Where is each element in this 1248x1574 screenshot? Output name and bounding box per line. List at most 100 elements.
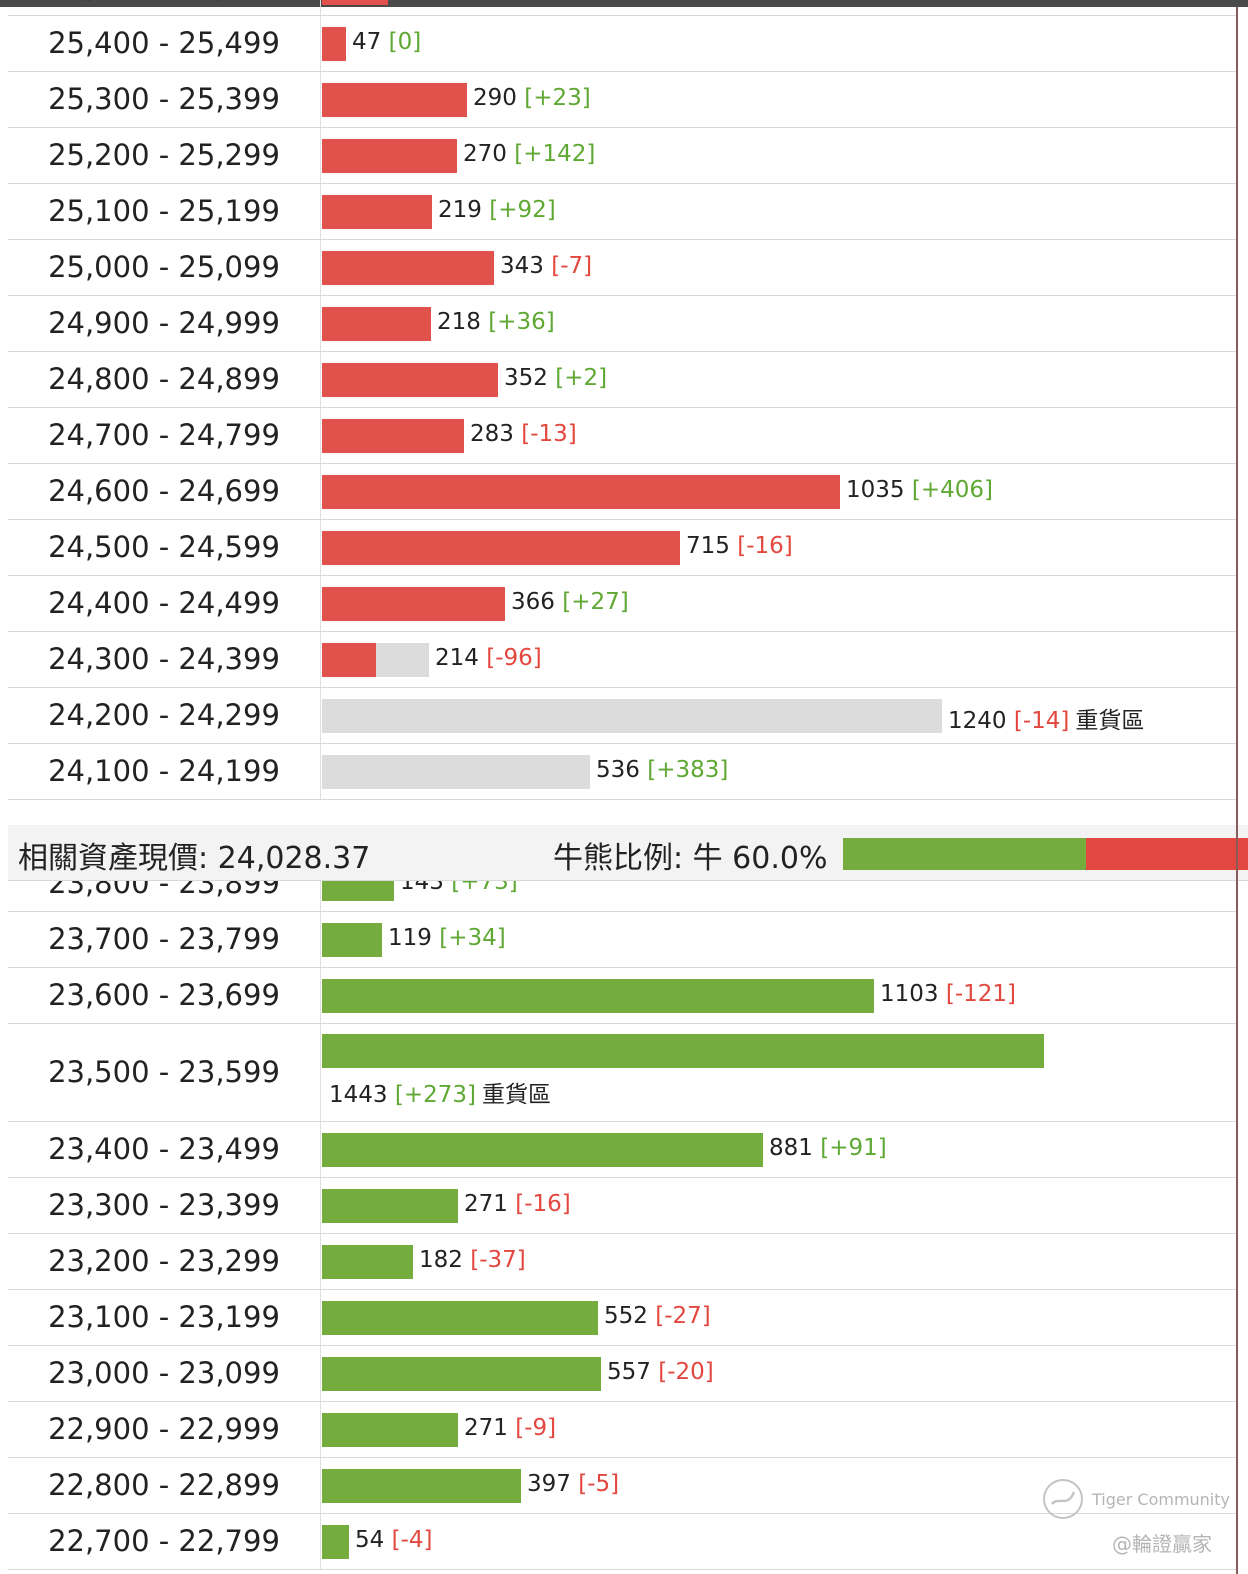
column-divider <box>320 1178 321 1233</box>
price-range-label: 24,700 - 24,799 <box>48 418 280 452</box>
column-divider <box>320 1290 321 1345</box>
change-value: [+142] <box>514 141 596 167</box>
bull-bear-ratio-bar <box>843 838 1248 870</box>
column-divider <box>320 912 321 967</box>
table-row: 23,000 - 23,099 557 [-20] <box>8 1346 1236 1402</box>
bar-fill <box>322 979 874 1013</box>
table-row: 25,300 - 25,399 290 [+23] <box>8 72 1236 128</box>
bar-fill <box>322 587 505 621</box>
column-divider <box>320 72 321 127</box>
bar-value-label: 182 [-37] <box>419 1247 526 1273</box>
change-value: [-4] <box>391 1527 433 1553</box>
table-row: 24,300 - 24,399 214 [-96] <box>8 632 1236 688</box>
change-value: [-13] <box>521 421 577 447</box>
table-row: 25,500 - 25,599132 [-5] <box>8 0 1236 16</box>
table-row: 22,800 - 22,899 397 [-5] <box>8 1458 1236 1514</box>
bar-value-label: 1240 [-14] 重貨區 <box>948 701 1144 735</box>
bar-value: 270 <box>463 141 507 167</box>
bar-fill <box>322 83 467 117</box>
change-value: [+2] <box>555 365 608 391</box>
bar-value: 182 <box>419 1247 463 1273</box>
column-divider <box>320 296 321 351</box>
bar-fill <box>322 307 431 341</box>
change-value: [+91] <box>820 1135 887 1161</box>
price-range-label: 22,800 - 22,899 <box>48 1468 280 1502</box>
column-divider <box>320 464 321 519</box>
column-divider <box>320 1234 321 1289</box>
column-divider <box>320 1514 321 1569</box>
change-value: [-16] <box>515 1191 571 1217</box>
bar-value-label: 536 [+383] <box>596 757 728 783</box>
price-range-label: 23,300 - 23,399 <box>48 1188 280 1222</box>
column-divider <box>320 576 321 631</box>
bar-fill <box>322 1413 458 1447</box>
tiger-logo-icon <box>1043 1479 1083 1519</box>
bar-value-label: 270 [+142] <box>463 141 595 167</box>
price-range-label: 22,700 - 22,799 <box>48 1524 280 1558</box>
change-value: [-16] <box>737 533 793 559</box>
bar-value: 271 <box>464 1415 508 1441</box>
right-border <box>1236 7 1238 1574</box>
price-range-label: 24,300 - 24,399 <box>48 642 280 676</box>
price-range-label: 25,300 - 25,399 <box>48 82 280 116</box>
watermark-handle: @輪證贏家 <box>1112 1532 1212 1556</box>
bar-value: 881 <box>769 1135 813 1161</box>
bar-value-label: 271 [-9] <box>464 1415 556 1441</box>
bar-fill <box>322 251 494 285</box>
bar-value: 557 <box>607 1359 651 1385</box>
bar-value: 1240 <box>948 708 1007 734</box>
column-divider <box>320 520 321 575</box>
column-divider <box>320 408 321 463</box>
table-row: 24,200 - 24,299 1240 [-14] 重貨區 <box>8 688 1236 744</box>
price-range-label: 25,200 - 25,299 <box>48 138 280 172</box>
price-range-label: 23,100 - 23,199 <box>48 1300 280 1334</box>
bar-value: 1035 <box>846 477 905 503</box>
bar-value-label: 397 [-5] <box>527 1471 619 1497</box>
change-value: [-121] <box>945 981 1017 1007</box>
heavy-zone-label: 重貨區 <box>481 1082 551 1108</box>
table-row: 24,800 - 24,899 352 [+2] <box>8 352 1236 408</box>
table-row: 22,700 - 22,799 54 [-4] <box>8 1514 1236 1570</box>
change-value: [+92] <box>489 197 556 223</box>
current-price-row: 相關資產現價: 24,028.37 牛熊比例: 牛 60.0% <box>8 825 1248 881</box>
bar-fill <box>322 363 498 397</box>
change-value: [+36] <box>488 309 555 335</box>
bull-bear-ratio-label: 牛熊比例: 牛 60.0% <box>553 841 828 876</box>
price-range-label: 23,000 - 23,099 <box>48 1356 280 1390</box>
bar-value-label: 290 [+23] <box>473 85 591 111</box>
change-value: [+383] <box>647 757 729 783</box>
change-value: [-5] <box>578 1471 620 1497</box>
bar-fill <box>322 1301 598 1335</box>
bar-fill <box>322 195 432 229</box>
price-range-label: 23,500 - 23,599 <box>48 1055 280 1089</box>
column-divider <box>320 968 321 1023</box>
price-range-label: 24,600 - 24,699 <box>48 474 280 508</box>
column-divider <box>320 856 321 911</box>
column-divider <box>320 1402 321 1457</box>
price-range-label: 25,500 - 25,599 <box>8 0 320 4</box>
bar-fill <box>322 1034 1044 1068</box>
column-divider <box>320 128 321 183</box>
table-row: 23,300 - 23,399 271 [-16] <box>8 1178 1236 1234</box>
bar-value-label: 552 [-27] <box>604 1303 711 1329</box>
bar-fill <box>322 1525 349 1559</box>
table-row: 25,400 - 25,499 47 [0] <box>8 16 1236 72</box>
change-value: [0] <box>388 29 422 55</box>
table-row: 24,700 - 24,799 283 [-13] <box>8 408 1236 464</box>
change-value: [+23] <box>524 85 591 111</box>
table-row: 22,900 - 22,999 271 [-9] <box>8 1402 1236 1458</box>
table-row: 23,500 - 23,599 1443 [+273] 重貨區 <box>8 1024 1236 1122</box>
bar-fill <box>322 27 346 61</box>
change-value: [+273] <box>394 1082 476 1108</box>
bar-value: 1103 <box>880 981 939 1007</box>
bar-value: 1443 <box>329 1082 388 1108</box>
bar-fill <box>322 1357 601 1391</box>
change-value: [-20] <box>658 1359 714 1385</box>
price-range-label: 25,000 - 25,099 <box>48 250 280 284</box>
bar-value: 47 <box>352 29 382 55</box>
change-value: [+27] <box>562 589 629 615</box>
table-row: 25,200 - 25,299 270 [+142] <box>8 128 1236 184</box>
table-row: 23,600 - 23,699 1103 [-121] <box>8 968 1236 1024</box>
bar-value-label: 54 [-4] <box>355 1527 432 1553</box>
